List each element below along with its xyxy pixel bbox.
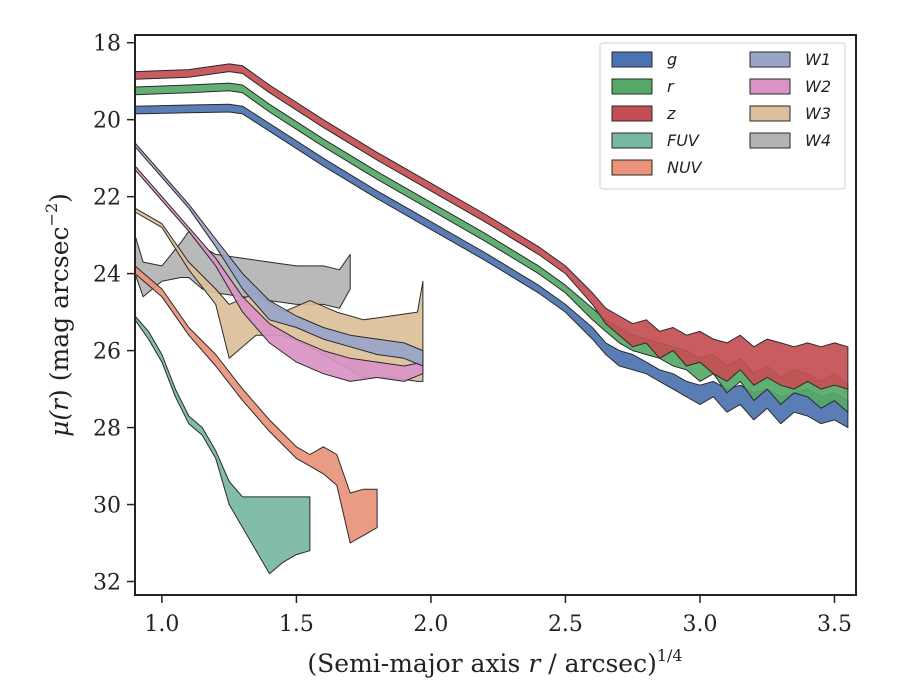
legend: grz FUV NUV W1 W2 W3 W4: [599, 42, 846, 190]
x-axis: 1.0 1.5 2.0 2.5 3.0 3.5: [144, 595, 852, 637]
legend-label-fuv: FUV: [667, 131, 700, 150]
legend-label-w1: W1: [805, 50, 831, 69]
y-tick-label: 22: [93, 186, 121, 211]
x-axis-label-var: r: [528, 649, 542, 678]
legend-swatch-fuv: [611, 132, 653, 149]
x-tick-label: 3.5: [817, 612, 852, 637]
x-tick-label: 2.5: [548, 612, 583, 637]
legend-swatch-nuv: [611, 159, 653, 176]
legend-label-nuv: NUV: [667, 158, 703, 177]
legend-swatch-z: [611, 105, 653, 122]
y-axis-label-end: ): [45, 193, 74, 203]
band-nuv: [134, 265, 378, 544]
plot-frame: [134, 34, 857, 596]
y-tick-label: 32: [93, 571, 121, 596]
y-tick-label: 20: [93, 109, 121, 134]
x-axis-label-exponent: 1/4: [657, 646, 683, 665]
x-tick-label: 1.5: [279, 612, 314, 637]
y-tick-label: 26: [93, 340, 121, 365]
legend-label-w2: W2: [805, 77, 831, 96]
y-axis-label-var: r: [45, 397, 74, 411]
band-z: [134, 63, 849, 390]
legend-label-w3: W3: [805, 104, 831, 123]
band-fuv: [134, 315, 311, 575]
legend-label-z: z: [666, 104, 676, 123]
legend-swatch-w4: [749, 132, 791, 149]
legend-swatch-w2: [749, 78, 791, 95]
x-tick-label: 3.0: [682, 612, 717, 637]
y-axis: 18 20 22 24 26 28 30 32: [93, 32, 135, 596]
legend-label-w4: W4: [805, 131, 831, 150]
legend-label-r: r: [667, 77, 675, 96]
legend-swatch-g: [611, 51, 653, 68]
y-axis-label: μ(r) (mag arcsec−2): [42, 193, 74, 437]
y-axis-label-exponent: −2: [42, 203, 61, 227]
band-layer: [134, 63, 849, 575]
legend-swatch-w3: [749, 105, 791, 122]
x-axis-label-prefix: (Semi-major axis: [307, 649, 528, 678]
legend-swatch-w1: [749, 51, 791, 68]
x-axis-label: (Semi-major axis r / arcsec)1/4: [307, 646, 682, 678]
band-w1: [134, 142, 424, 367]
y-tick-label: 30: [93, 494, 121, 519]
x-tick-label: 2.0: [413, 612, 448, 637]
x-tick-label: 1.0: [144, 612, 179, 637]
y-tick-label: 28: [93, 417, 121, 442]
y-tick-label: 24: [93, 263, 121, 288]
legend-swatch-r: [611, 78, 653, 95]
y-axis-label-unit: (mag arcsec: [45, 226, 74, 389]
legend-label-g: g: [667, 50, 677, 69]
y-tick-label: 18: [93, 32, 121, 57]
y-axis-label-close: ): [45, 389, 74, 399]
band-w2: [134, 165, 424, 382]
x-axis-label-suffix: / arcsec): [540, 649, 657, 678]
y-axis-label-mu: μ(: [45, 410, 74, 437]
